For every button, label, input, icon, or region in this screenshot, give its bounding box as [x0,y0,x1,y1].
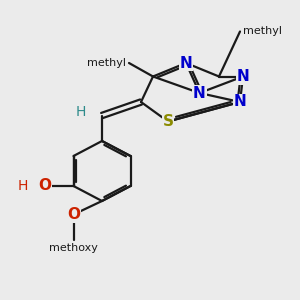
Text: N: N [180,56,192,70]
Text: N: N [237,69,249,84]
Text: O: O [67,207,80,222]
Text: H: H [17,179,28,193]
Text: N: N [193,85,206,100]
Text: N: N [234,94,246,110]
Text: methoxy: methoxy [49,243,98,253]
Text: O: O [38,178,52,194]
Text: methyl: methyl [87,58,126,68]
Text: O: O [67,207,80,222]
Text: N: N [234,94,246,110]
Text: H: H [76,106,86,119]
Text: S: S [163,114,173,129]
Text: N: N [237,69,249,84]
Text: methyl: methyl [243,26,282,37]
Text: N: N [180,56,192,70]
Text: H: H [76,106,86,119]
Text: O: O [38,178,52,194]
Text: N: N [193,85,206,100]
Text: S: S [163,114,173,129]
